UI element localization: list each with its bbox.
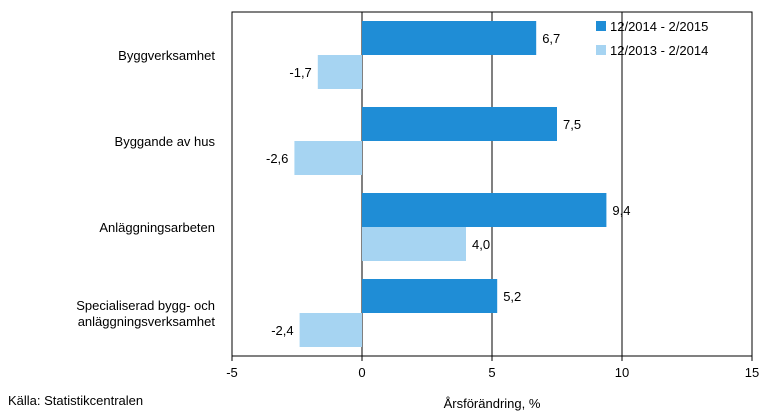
bar-previous-2: [362, 227, 466, 261]
bar-label-current-0: 6,7: [542, 31, 560, 46]
category-labels: Byggverksamhet Byggande av hus Anläggnings…: [76, 48, 215, 329]
legend-label-1: 12/2013 - 2/2014: [610, 43, 708, 58]
bar-label-current-3: 5,2: [503, 289, 521, 304]
category-label-1: Byggande av hus: [115, 134, 216, 149]
bar-current-1: [362, 107, 557, 141]
bars: [294, 21, 607, 347]
x-tick-label-4: 15: [745, 365, 759, 380]
bar-previous-1: [294, 141, 362, 175]
category-label-3-line-0: Specialiserad bygg- och: [76, 298, 215, 313]
x-tick-label-3: 10: [615, 365, 629, 380]
bar-current-3: [362, 279, 498, 313]
x-tick-label-1: 0: [358, 365, 365, 380]
bar-label-previous-2: 4,0: [472, 237, 490, 252]
category-label-0: Byggverksamhet: [118, 48, 215, 63]
x-tick-label-2: 5: [488, 365, 495, 380]
bar-current-2: [362, 193, 607, 227]
legend: 12/2014 - 2/2015 12/2013 - 2/2014: [596, 19, 708, 58]
bar-previous-3: [299, 313, 362, 347]
source-note: Källa: Statistikcentralen: [8, 393, 144, 408]
bar-label-previous-0: -1,7: [289, 65, 311, 80]
x-axis: -5 0 5 10 15: [226, 356, 759, 380]
x-axis-title: Årsförändring, %: [444, 396, 541, 411]
x-tick-label-0: -5: [226, 365, 238, 380]
bar-current-0: [362, 21, 537, 55]
bar-previous-0: [317, 55, 362, 89]
legend-swatch-1: [596, 45, 606, 55]
category-label-2: Anläggningsarbeten: [99, 220, 215, 235]
bar-labels: 6,7 -1,7 7,5 -2,6 9,4 4,0 5,2 -2,4: [266, 31, 630, 338]
legend-swatch-0: [596, 21, 606, 31]
bar-label-previous-3: -2,4: [271, 323, 293, 338]
bar-label-previous-1: -2,6: [266, 151, 288, 166]
legend-label-0: 12/2014 - 2/2015: [610, 19, 708, 34]
bar-label-current-2: 9,4: [612, 203, 630, 218]
category-label-3-line-1: anläggningsverksamhet: [78, 314, 216, 329]
bar-label-current-1: 7,5: [563, 117, 581, 132]
